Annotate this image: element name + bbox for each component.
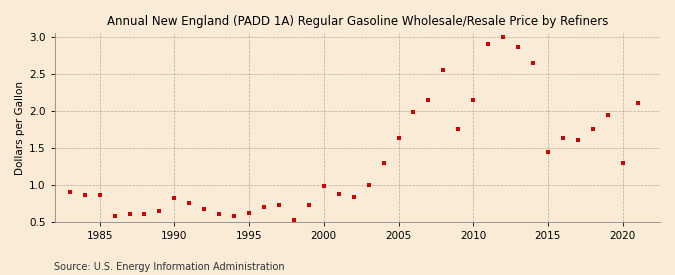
Point bbox=[229, 214, 240, 218]
Point bbox=[184, 201, 194, 205]
Point bbox=[393, 136, 404, 141]
Point bbox=[512, 45, 523, 49]
Point bbox=[438, 67, 449, 72]
Point bbox=[453, 126, 464, 131]
Point bbox=[154, 208, 165, 213]
Point bbox=[139, 211, 150, 216]
Point bbox=[617, 160, 628, 165]
Text: Source: U.S. Energy Information Administration: Source: U.S. Energy Information Administ… bbox=[54, 262, 285, 272]
Point bbox=[95, 193, 105, 197]
Point bbox=[64, 190, 75, 194]
Point bbox=[483, 42, 493, 46]
Point bbox=[528, 61, 539, 65]
Point bbox=[259, 205, 269, 209]
Point bbox=[169, 196, 180, 200]
Point bbox=[199, 207, 210, 211]
Point bbox=[244, 211, 254, 215]
Title: Annual New England (PADD 1A) Regular Gasoline Wholesale/Resale Price by Refiners: Annual New England (PADD 1A) Regular Gas… bbox=[107, 15, 608, 28]
Point bbox=[273, 203, 284, 208]
Point bbox=[288, 218, 299, 222]
Point bbox=[408, 110, 419, 115]
Y-axis label: Dollars per Gallon: Dollars per Gallon bbox=[15, 81, 25, 175]
Point bbox=[558, 136, 568, 141]
Point bbox=[214, 212, 225, 216]
Point bbox=[304, 203, 315, 208]
Point bbox=[468, 98, 479, 102]
Point bbox=[348, 194, 359, 199]
Point bbox=[79, 193, 90, 197]
Point bbox=[363, 183, 374, 187]
Point bbox=[333, 192, 344, 197]
Point bbox=[319, 184, 329, 188]
Point bbox=[602, 113, 613, 117]
Point bbox=[587, 126, 598, 131]
Point bbox=[572, 138, 583, 142]
Point bbox=[109, 214, 120, 218]
Point bbox=[632, 101, 643, 105]
Point bbox=[543, 150, 554, 155]
Point bbox=[423, 98, 434, 102]
Point bbox=[124, 211, 135, 216]
Point bbox=[378, 160, 389, 165]
Point bbox=[497, 35, 508, 39]
